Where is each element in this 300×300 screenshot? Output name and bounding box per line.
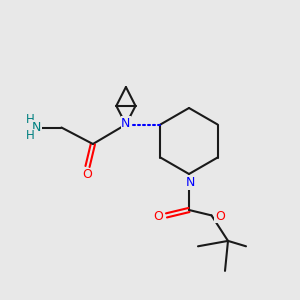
Text: N: N	[32, 121, 41, 134]
Text: H: H	[26, 129, 34, 142]
Text: O: O	[215, 209, 225, 223]
Text: H: H	[26, 112, 34, 126]
Text: N: N	[121, 116, 130, 130]
Text: N: N	[186, 176, 195, 189]
Text: O: O	[82, 168, 92, 182]
Text: O: O	[153, 209, 163, 223]
